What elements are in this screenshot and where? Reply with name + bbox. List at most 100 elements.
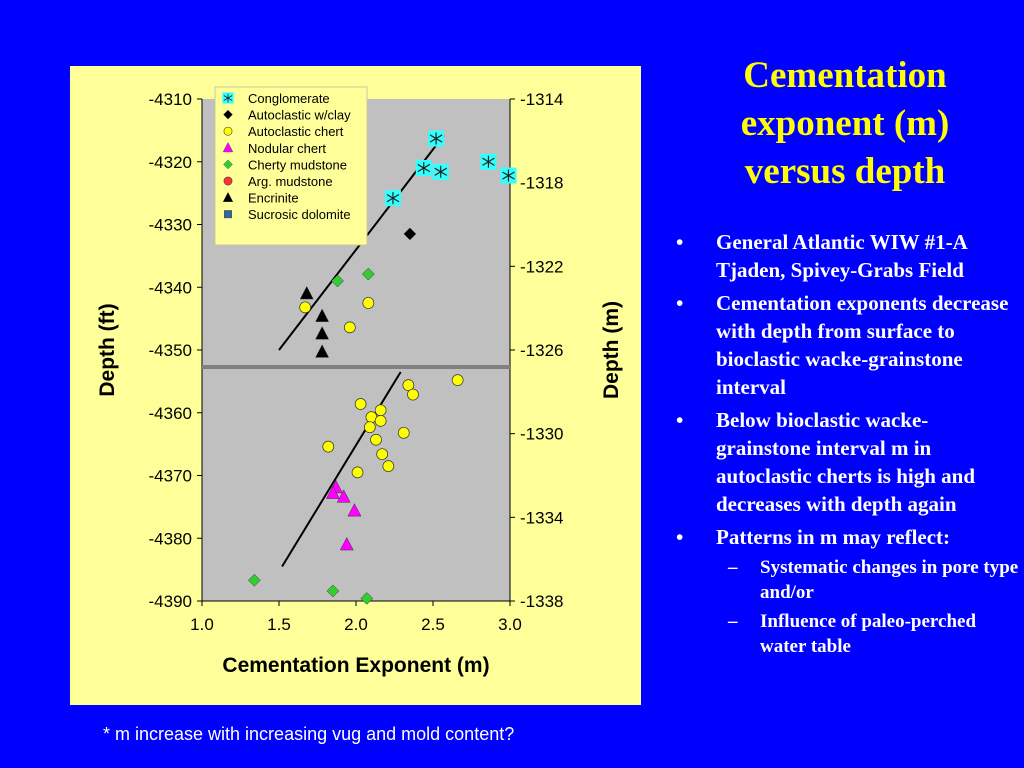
sub-bullet-item: – Influence of paleo-perched water table	[716, 609, 1020, 659]
data-point-autoclastic-chert	[354, 398, 367, 410]
legend-marker-encrinite-shape	[222, 191, 234, 202]
y-axis-title-right: Depth (m)	[600, 301, 623, 399]
data-point-conglomerate-stroke	[429, 134, 443, 143]
data-point-nodular-chert-shape	[347, 503, 362, 517]
legend-box	[214, 86, 368, 246]
data-point-autoclastic-chert-shape	[362, 297, 375, 309]
x-tick-label: 2.5	[421, 615, 445, 634]
y-tick-label-right: -1330	[520, 425, 563, 444]
legend-marker-conglomerate	[222, 92, 234, 104]
x-tick-label: 1.5	[267, 615, 291, 634]
slide-title-line-3: versus depth	[744, 151, 946, 192]
data-point-autoclastic-chert	[362, 297, 375, 309]
data-point-conglomerate-stroke	[386, 194, 400, 203]
data-point-nodular-chert	[339, 536, 354, 551]
data-point-autoclastic-w-clay-shape	[403, 227, 417, 241]
y-tick-label-right: -1326	[520, 341, 563, 360]
footnote: * m increase with increasing vug and mol…	[103, 724, 515, 744]
y-tick-label-left: -4340	[149, 278, 192, 297]
data-point-nodular-chert-shape	[336, 489, 351, 503]
sub-bullet-dash: –	[728, 557, 738, 578]
data-point-cherty-mudstone	[360, 592, 374, 605]
data-point-encrinite	[315, 344, 330, 358]
bullet-dot: •	[676, 230, 684, 254]
sub-bullet-item: – Systematic changes in pore type and/or	[716, 555, 1020, 605]
data-point-cherty-mudstone-shape	[331, 274, 344, 288]
data-point-autoclastic-chert-shape	[407, 388, 419, 401]
y-tick-label-right: -1314	[520, 90, 563, 109]
x-tick-label: 2.0	[344, 615, 368, 634]
data-point-autoclastic-w-clay	[403, 227, 417, 241]
data-point-autoclastic-chert	[374, 415, 387, 427]
slide-title: Cementation exponent (m) versus depth	[680, 52, 1010, 196]
bullet-dot: •	[676, 291, 684, 315]
bullet-item: • Below bioclastic wacke-grainstone inter…	[660, 406, 1020, 518]
legend-marker-autoclastic-chert	[223, 126, 233, 136]
legend-marker-encrinite	[222, 191, 234, 202]
data-point-nodular-chert-shape	[325, 485, 340, 499]
cementation-depth-scatter-chart: -4310 -4320 -4330 -4340 -4350 -4360 -4370 -4380…	[96, 86, 623, 677]
data-point-autoclastic-chert-shape	[364, 421, 376, 434]
x-tick-label: 3.0	[498, 615, 522, 634]
data-point-conglomerate	[500, 167, 517, 184]
legend-marker-autoclastic-w-clay-shape	[223, 109, 233, 120]
y-axis-title-left: Depth (ft)	[96, 303, 119, 396]
data-point-nodular-chert	[325, 485, 340, 499]
bullet-text: Below bioclastic wacke-grainstone interv…	[716, 408, 976, 516]
data-point-autoclastic-chert	[382, 460, 395, 472]
data-point-autoclastic-chert-shape	[376, 448, 389, 461]
bullet-dot: •	[676, 408, 684, 432]
data-point-autoclastic-chert-shape	[370, 433, 382, 446]
bullet-list: • General Atlantic WIW #1-A Tjaden, Spive…	[660, 228, 1020, 664]
slide-title-line-1: Cementation	[743, 55, 947, 96]
legend-marker-arg-mudstone	[223, 176, 233, 186]
data-point-autoclastic-chert	[407, 388, 419, 401]
legend-label-nodular-chert: Nodular chert	[248, 141, 326, 156]
data-point-conglomerate	[415, 160, 432, 177]
legend-label-encrinite: Encrinite	[248, 191, 299, 206]
data-point-cherty-mudstone-shape	[360, 592, 374, 605]
legend-marker-conglomerate-stroke	[223, 95, 233, 101]
data-point-encrinite	[315, 308, 330, 322]
bullet-dot: •	[676, 525, 684, 549]
data-point-cherty-mudstone	[331, 274, 344, 288]
y-tick-label-left: -4350	[149, 341, 192, 360]
legend-marker-cherty-mudstone-shape	[223, 159, 233, 170]
y-tick-label-left: -4370	[149, 467, 192, 486]
chart-panel: -4310 -4320 -4330 -4340 -4350 -4360 -4370 -4380…	[70, 66, 641, 705]
bullet-text: Cementation exponents decrease with dept…	[716, 291, 1009, 399]
legend-label-arg-mudstone: Arg. mudstone	[248, 174, 333, 189]
legend-label-cherty-mudstone: Cherty mudstone	[248, 157, 347, 172]
x-tick-label: 1.0	[190, 615, 214, 634]
data-point-cherty-mudstone-shape	[248, 573, 261, 587]
data-point-encrinite-shape	[315, 344, 330, 358]
data-point-autoclastic-chert-shape	[451, 374, 464, 386]
data-point-encrinite-shape	[299, 285, 314, 300]
data-point-nodular-chert-shape	[339, 536, 354, 551]
data-point-autoclastic-chert	[351, 466, 364, 479]
data-point-autoclastic-chert	[343, 321, 356, 334]
x-axis-title: Cementation Exponent (m)	[222, 654, 489, 677]
y-tick-label-right: -1338	[520, 592, 563, 611]
legend-marker-nodular-chert	[222, 142, 234, 153]
data-point-nodular-chert	[336, 489, 351, 503]
data-point-autoclastic-chert-shape	[351, 466, 364, 479]
y-tick-label-left: -4390	[149, 592, 192, 611]
y-tick-label-left: -4360	[149, 404, 192, 423]
legend-marker-autoclastic-chert-shape	[223, 126, 233, 136]
data-point-autoclastic-chert	[402, 379, 415, 391]
y-tick-label-right: -1318	[520, 174, 563, 193]
data-point-autoclastic-chert	[364, 421, 376, 434]
data-point-conglomerate	[432, 163, 449, 180]
legend-marker-nodular-chert-shape	[222, 142, 234, 153]
legend-marker-autoclastic-w-clay	[223, 109, 233, 120]
y-tick-label-left: -4380	[149, 529, 192, 548]
data-point-autoclastic-chert	[322, 440, 335, 453]
data-point-autoclastic-chert-shape	[374, 404, 387, 417]
legend-marker-sucrosic-dolomite-shape	[224, 210, 232, 219]
data-point-cherty-mudstone	[361, 267, 375, 281]
data-point-autoclastic-chert-shape	[343, 321, 356, 334]
slide-title-line-2: exponent (m)	[740, 103, 950, 144]
data-point-autoclastic-chert	[376, 448, 389, 461]
data-point-autoclastic-chert	[370, 433, 382, 446]
